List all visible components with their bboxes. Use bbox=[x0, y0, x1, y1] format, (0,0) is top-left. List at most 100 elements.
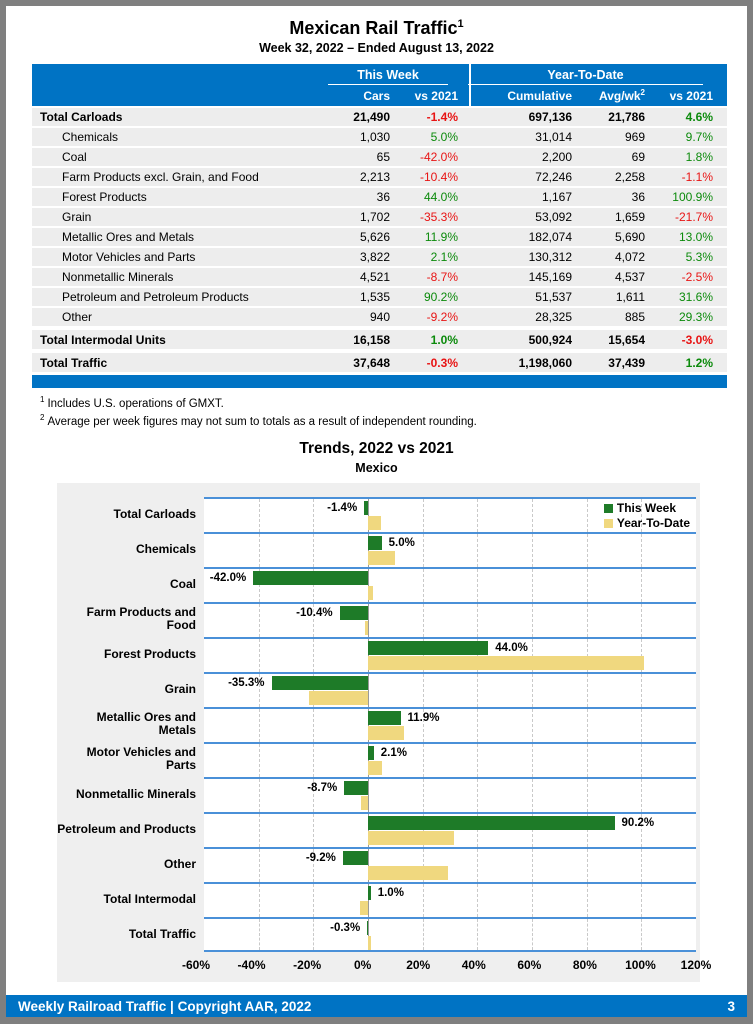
bar-this-week bbox=[368, 640, 489, 655]
col-header-ytd-vs2021: vs 2021 bbox=[669, 88, 713, 103]
chart-category-label: Total Carloads bbox=[113, 506, 196, 521]
gridline bbox=[477, 498, 479, 532]
x-tick-label: 0% bbox=[353, 957, 372, 972]
gridline bbox=[477, 743, 479, 777]
cell-week-vs2021: -8.7% bbox=[426, 270, 458, 284]
cell-week-vs2021: -10.4% bbox=[419, 170, 458, 184]
cell-label: Grain bbox=[62, 210, 92, 224]
x-tick-label: 40% bbox=[461, 957, 486, 972]
cell-cumulative: 53,092 bbox=[535, 210, 572, 224]
gridline bbox=[313, 883, 315, 917]
table-row: Coal 65 -42.0% 2,200 69 1.8% bbox=[32, 148, 727, 166]
x-tick-label: 60% bbox=[517, 957, 542, 972]
chart-plot-band: -42.0% bbox=[204, 566, 696, 602]
cell-avg-wk: 37,439 bbox=[608, 355, 645, 370]
cell-avg-wk: 885 bbox=[624, 310, 645, 324]
gridline bbox=[422, 638, 424, 672]
cell-avg-wk: 21,786 bbox=[608, 110, 645, 124]
table-row: Other 940 -9.2% 28,325 885 29.3% bbox=[32, 308, 727, 326]
chart-category-label: Total Traffic bbox=[128, 926, 196, 941]
gridline bbox=[586, 568, 588, 602]
gridline bbox=[477, 603, 479, 637]
gridline bbox=[313, 568, 315, 602]
cell-week-vs2021: -0.3% bbox=[426, 355, 458, 370]
cell-cumulative: 1,167 bbox=[541, 190, 572, 204]
gridline bbox=[313, 498, 315, 532]
cell-label: Coal bbox=[62, 150, 87, 164]
cell-avg-wk: 4,072 bbox=[614, 250, 645, 264]
gridline bbox=[422, 813, 424, 847]
chart-row: Other -9.2% bbox=[57, 846, 700, 882]
cell-ytd-vs2021: 100.9% bbox=[672, 190, 713, 204]
cell-week-vs2021: -35.3% bbox=[419, 210, 458, 224]
gridline bbox=[641, 498, 643, 532]
gridline bbox=[477, 848, 479, 882]
chart-plot-band: -0.3% bbox=[204, 916, 696, 952]
cell-cars: 37,648 bbox=[353, 355, 390, 370]
cell-ytd-vs2021: 31.6% bbox=[678, 290, 713, 304]
table-row: Grain 1,702 -35.3% 53,092 1,659 -21.7% bbox=[32, 208, 727, 226]
cell-label: Total Intermodal Units bbox=[40, 332, 166, 347]
gridline bbox=[641, 603, 643, 637]
gridline bbox=[586, 743, 588, 777]
zero-axis-line bbox=[368, 638, 369, 672]
cell-avg-wk: 15,654 bbox=[608, 332, 645, 347]
cell-cars: 1,030 bbox=[359, 130, 390, 144]
gridline bbox=[422, 498, 424, 532]
chart-category-label: Nonmetallic Minerals bbox=[75, 786, 196, 801]
gridline bbox=[532, 778, 533, 812]
x-tick-label: -40% bbox=[237, 957, 266, 972]
gridline bbox=[641, 918, 643, 950]
bar-this-week bbox=[339, 605, 368, 620]
chart-row: Farm Products and Food -10.4% bbox=[57, 601, 700, 637]
cell-week-vs2021: -42.0% bbox=[419, 150, 458, 164]
chart-category-label: Metallic Ores and Metals bbox=[96, 710, 196, 738]
gridline bbox=[641, 883, 643, 917]
cell-ytd-vs2021: -3.0% bbox=[681, 332, 713, 347]
gridline bbox=[477, 778, 479, 812]
chart-subtitle: Mexico bbox=[355, 460, 398, 475]
footnote-1: 1 Includes U.S. operations of GMXT. bbox=[40, 395, 747, 410]
chart-plot-band: 44.0% bbox=[204, 636, 696, 672]
chart-row: Total Carloads -1.4% This Week Year-To-Date bbox=[57, 496, 700, 532]
page-title: Mexican Rail Traffic1 bbox=[6, 14, 747, 39]
cell-ytd-vs2021: -1.1% bbox=[681, 170, 713, 184]
col-header-cars: Cars bbox=[363, 88, 390, 103]
chart-category-label: Total Intermodal bbox=[103, 891, 196, 906]
table-row: Petroleum and Petroleum Products 1,535 90.… bbox=[32, 288, 727, 306]
gridline bbox=[258, 918, 260, 950]
zero-axis-line bbox=[368, 883, 369, 917]
gridline bbox=[477, 673, 479, 707]
gridline bbox=[422, 918, 424, 950]
gridline bbox=[532, 708, 533, 742]
gridline bbox=[586, 848, 588, 882]
gridline bbox=[313, 743, 315, 777]
chart-plot-band: -1.4% This Week Year-To-Date bbox=[204, 496, 696, 532]
legend-item: This Week bbox=[603, 501, 690, 516]
bar-value-label: 11.9% bbox=[407, 711, 440, 724]
bar-this-week bbox=[364, 500, 368, 515]
bar-year-to-date bbox=[368, 935, 372, 950]
gridline bbox=[313, 918, 315, 950]
cell-avg-wk: 36 bbox=[631, 190, 645, 204]
cell-label: Forest Products bbox=[62, 190, 147, 204]
bar-this-week bbox=[368, 745, 374, 760]
cell-cars: 1,535 bbox=[359, 290, 390, 304]
cell-avg-wk: 969 bbox=[624, 130, 645, 144]
cell-cars: 65 bbox=[376, 150, 390, 164]
gridline bbox=[422, 673, 424, 707]
gridline bbox=[313, 638, 315, 672]
gridline bbox=[532, 638, 533, 672]
chart-category-label: Chemicals bbox=[135, 541, 196, 556]
header-spacer bbox=[32, 68, 318, 85]
bar-this-week bbox=[368, 710, 401, 725]
bar-this-week bbox=[342, 850, 368, 865]
table-row: Total Intermodal Units 16,158 1.0% 500,924 1… bbox=[32, 330, 727, 349]
bar-value-label: 90.2% bbox=[621, 816, 655, 829]
gridline bbox=[532, 498, 533, 532]
gridline bbox=[532, 918, 533, 950]
bar-year-to-date bbox=[368, 550, 395, 565]
cell-cumulative: 1,198,060 bbox=[518, 355, 572, 370]
bar-year-to-date bbox=[361, 795, 368, 810]
cell-label: Petroleum and Petroleum Products bbox=[62, 290, 249, 304]
